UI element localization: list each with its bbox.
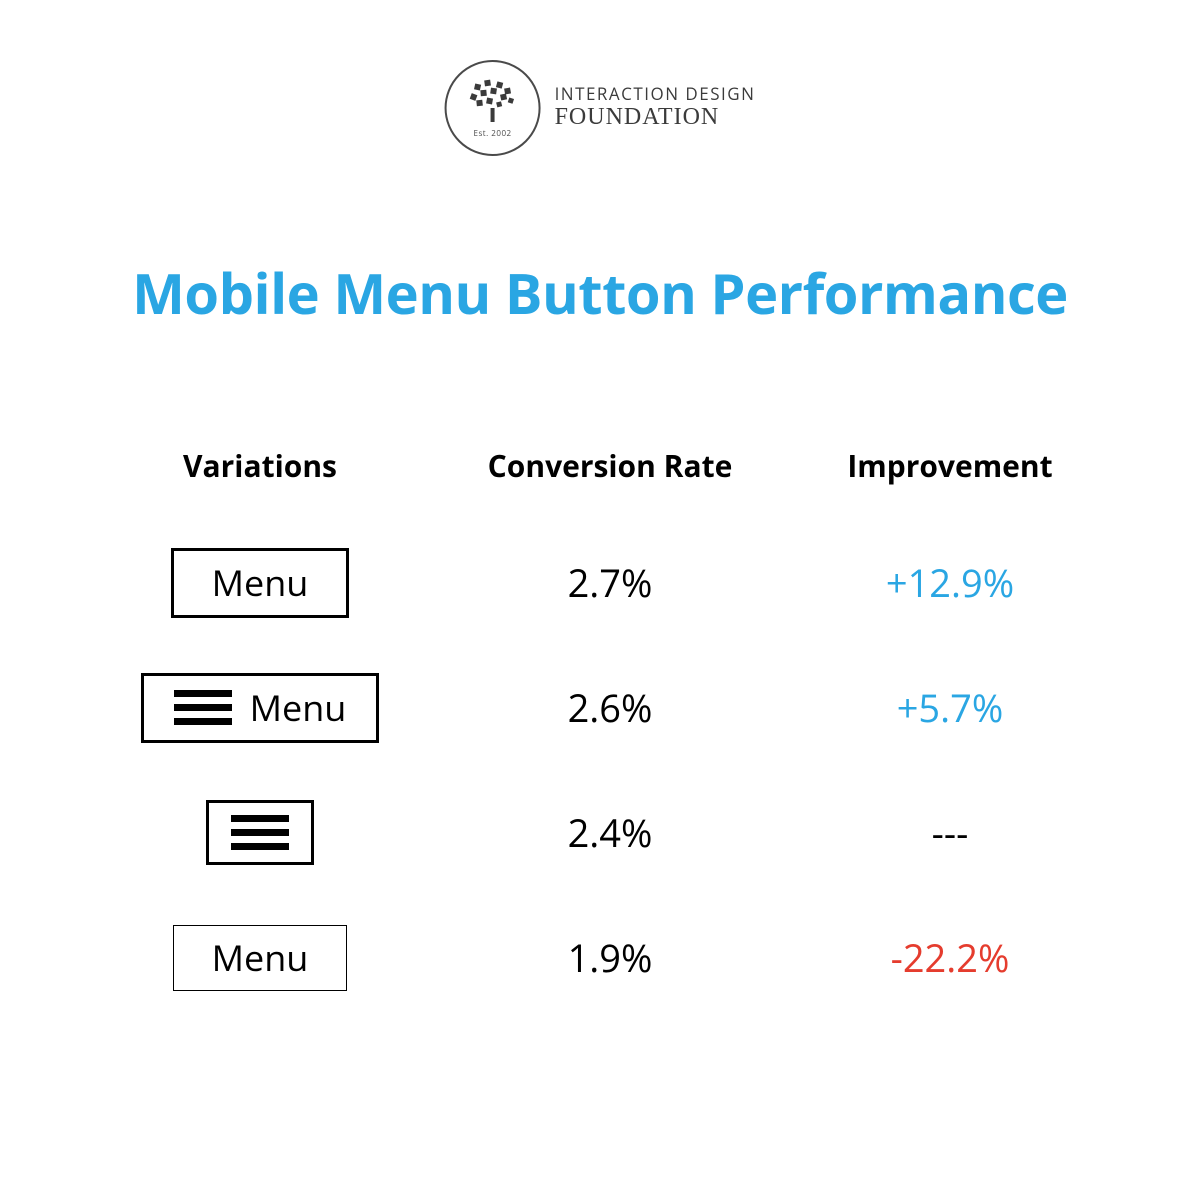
menu-button-icon-text: Menu [141, 673, 380, 743]
improvement-cell: +5.7% [790, 682, 1110, 734]
menu-label: Menu [212, 940, 309, 976]
conversion-cell: 2.7% [430, 557, 790, 609]
logo-emblem: Est. 2002 [445, 60, 541, 156]
menu-button-text-bold: Menu [171, 548, 350, 618]
variation-cell: Menu [90, 548, 430, 618]
table-row: 2.4% --- [90, 770, 1110, 895]
hamburger-icon [231, 815, 289, 850]
variation-cell [90, 800, 430, 865]
page-title: Mobile Menu Button Performance [0, 255, 1200, 331]
improvement-cell: --- [790, 807, 1110, 859]
performance-table: Variations Conversion Rate Improvement M… [90, 430, 1110, 1020]
col-header-conversion: Conversion Rate [430, 445, 790, 486]
col-header-variations: Variations [90, 445, 430, 486]
conversion-cell: 2.4% [430, 807, 790, 859]
menu-label: Menu [250, 690, 347, 726]
improvement-cell: +12.9% [790, 557, 1110, 609]
variation-cell: Menu [90, 673, 430, 743]
conversion-cell: 2.6% [430, 682, 790, 734]
logo-line2: FOUNDATION [555, 104, 756, 130]
table-row: Menu 2.7% +12.9% [90, 520, 1110, 645]
logo-line1: INTERACTION DESIGN [555, 85, 756, 104]
tree-icon [467, 78, 519, 126]
variation-cell: Menu [90, 925, 430, 991]
table-row: Menu 2.6% +5.7% [90, 645, 1110, 770]
brand-logo: Est. 2002 INTERACTION DESIGN FOUNDATION [445, 60, 756, 156]
menu-button-icon-only [206, 800, 314, 865]
table-header-row: Variations Conversion Rate Improvement [90, 430, 1110, 500]
improvement-cell: -22.2% [790, 932, 1110, 984]
menu-button-text-thin: Menu [173, 925, 348, 991]
col-header-improvement: Improvement [790, 445, 1110, 486]
menu-label: Menu [212, 565, 309, 601]
hamburger-icon [174, 690, 232, 725]
conversion-cell: 1.9% [430, 932, 790, 984]
table-row: Menu 1.9% -22.2% [90, 895, 1110, 1020]
logo-est-text: Est. 2002 [474, 128, 512, 139]
logo-text: INTERACTION DESIGN FOUNDATION [555, 85, 756, 130]
